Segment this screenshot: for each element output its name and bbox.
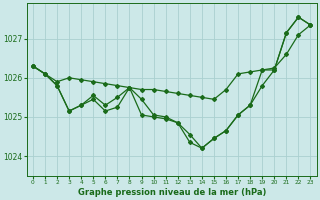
X-axis label: Graphe pression niveau de la mer (hPa): Graphe pression niveau de la mer (hPa)	[77, 188, 266, 197]
